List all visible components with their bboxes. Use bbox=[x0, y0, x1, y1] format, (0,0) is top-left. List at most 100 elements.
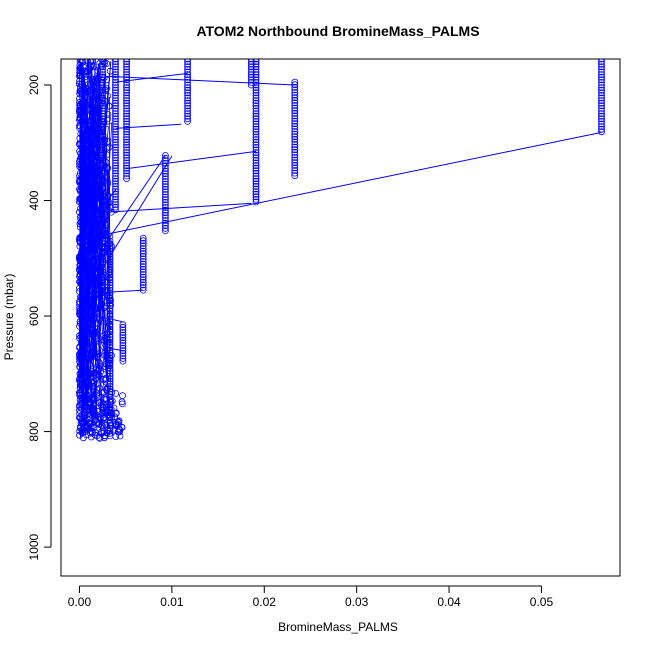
data-point bbox=[99, 279, 106, 287]
data-point bbox=[106, 315, 114, 323]
data-point bbox=[112, 97, 119, 104]
data-point bbox=[291, 99, 299, 107]
data-point bbox=[291, 154, 299, 161]
data-point bbox=[291, 156, 299, 164]
data-point bbox=[247, 68, 255, 76]
data-point bbox=[102, 376, 110, 384]
data-point bbox=[106, 271, 114, 279]
data-point bbox=[161, 217, 169, 224]
data-point bbox=[99, 143, 106, 151]
data-point bbox=[598, 63, 605, 71]
data-point bbox=[76, 134, 84, 142]
data-point bbox=[103, 181, 111, 189]
data-point bbox=[123, 97, 130, 104]
data-point bbox=[139, 250, 147, 258]
data-point bbox=[112, 169, 119, 177]
data-point bbox=[97, 205, 105, 213]
plot-marks bbox=[76, 59, 605, 442]
data-point bbox=[184, 102, 192, 110]
data-point bbox=[99, 123, 106, 130]
data-point bbox=[97, 303, 104, 311]
data-point bbox=[99, 162, 106, 170]
data-point bbox=[139, 281, 147, 289]
data-point bbox=[291, 130, 299, 138]
data-point bbox=[76, 106, 83, 114]
data-point bbox=[99, 242, 106, 250]
data-point bbox=[112, 107, 119, 115]
data-point bbox=[100, 249, 108, 257]
data-point bbox=[89, 179, 97, 187]
data-point bbox=[598, 125, 605, 133]
data-point bbox=[252, 99, 260, 107]
data-point bbox=[99, 389, 107, 397]
data-point bbox=[99, 76, 106, 84]
data-point bbox=[89, 429, 96, 437]
data-point bbox=[119, 342, 127, 349]
data-point bbox=[76, 160, 84, 168]
data-point bbox=[291, 135, 299, 143]
data-point bbox=[81, 170, 89, 178]
data-point bbox=[161, 185, 169, 193]
plot-frame bbox=[60, 58, 621, 577]
data-point bbox=[85, 215, 93, 223]
data-point bbox=[106, 284, 114, 292]
data-point bbox=[92, 413, 99, 421]
data-point bbox=[598, 68, 605, 76]
data-point bbox=[112, 112, 119, 120]
data-point bbox=[123, 118, 130, 125]
data-point bbox=[76, 80, 83, 88]
data-point bbox=[91, 428, 99, 436]
data-point bbox=[99, 89, 106, 97]
data-point bbox=[106, 273, 114, 281]
data-point bbox=[112, 110, 119, 117]
data-point bbox=[76, 214, 84, 222]
data-point bbox=[161, 196, 169, 204]
data-point bbox=[99, 208, 106, 216]
data-point bbox=[252, 182, 260, 190]
data-point bbox=[83, 314, 90, 322]
data-point bbox=[598, 120, 605, 128]
y-tick-label: 600 bbox=[27, 306, 41, 326]
data-point bbox=[99, 79, 106, 86]
data-point bbox=[252, 94, 260, 102]
data-point bbox=[112, 159, 119, 167]
data-point bbox=[106, 403, 114, 411]
data-point bbox=[184, 115, 192, 123]
data-point bbox=[106, 354, 114, 362]
data-point bbox=[99, 130, 106, 138]
data-point bbox=[84, 59, 91, 65]
data-point bbox=[82, 425, 90, 433]
data-point bbox=[79, 419, 86, 427]
data-point bbox=[106, 393, 114, 401]
data-point bbox=[123, 130, 130, 138]
data-point bbox=[119, 357, 127, 365]
data-point bbox=[112, 185, 119, 193]
data-point bbox=[139, 276, 147, 284]
data-point bbox=[119, 323, 127, 331]
data-point bbox=[99, 60, 106, 68]
data-point bbox=[161, 183, 169, 191]
data-point bbox=[89, 379, 97, 387]
data-point bbox=[99, 182, 106, 190]
data-point bbox=[99, 81, 106, 89]
data-point bbox=[598, 110, 605, 117]
data-point bbox=[112, 206, 119, 214]
data-point bbox=[252, 92, 260, 99]
data-point bbox=[291, 86, 299, 94]
data-point bbox=[161, 191, 169, 198]
data-point bbox=[119, 355, 127, 362]
data-point bbox=[106, 429, 114, 437]
data-point bbox=[112, 154, 119, 162]
data-point bbox=[112, 138, 119, 146]
data-point bbox=[123, 146, 130, 154]
series-line bbox=[97, 289, 144, 294]
series-line bbox=[116, 123, 182, 129]
data-point bbox=[291, 112, 299, 120]
data-point bbox=[87, 221, 95, 229]
data-point bbox=[161, 198, 169, 206]
data-point bbox=[106, 336, 114, 344]
data-point bbox=[291, 172, 299, 180]
data-point bbox=[123, 138, 130, 146]
data-point bbox=[76, 317, 84, 325]
